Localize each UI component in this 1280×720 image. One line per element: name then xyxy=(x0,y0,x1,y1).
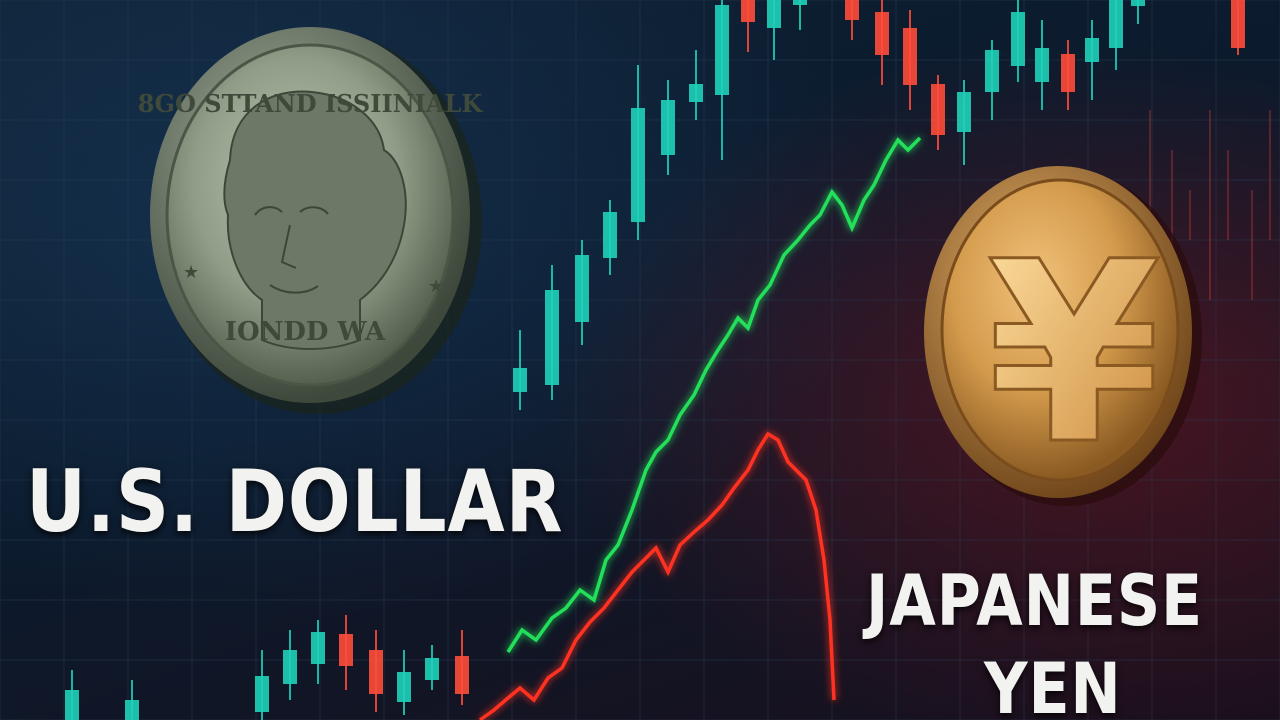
yen-symbol-icon: ¥ xyxy=(987,208,1161,499)
candlestick xyxy=(545,265,559,400)
candlestick xyxy=(397,650,411,715)
candlestick xyxy=(1109,0,1123,70)
candlestick xyxy=(689,50,703,120)
candlestick xyxy=(1035,20,1049,110)
star-icon: ★ xyxy=(428,276,444,296)
dollar-coin-top-text: 8GO STTAND ISSIINIALK xyxy=(138,89,484,118)
candlestick xyxy=(311,620,325,684)
candlestick xyxy=(631,65,645,240)
candlestick xyxy=(875,0,889,85)
candlestick xyxy=(715,0,729,160)
jpy-caption-line1: JAPANESE xyxy=(866,560,1204,642)
candlestick xyxy=(1131,0,1145,24)
candlestick xyxy=(957,80,971,165)
star-icon: ★ xyxy=(183,262,199,282)
candlestick xyxy=(125,680,139,720)
candlestick xyxy=(1011,0,1025,82)
candlestick xyxy=(513,330,527,410)
dollar-coin: 8GO STTAND ISSIINIALK IONDD WA ★ ★ xyxy=(138,27,484,414)
dollar-coin-bottom-text: IONDD WA xyxy=(225,317,386,347)
candlesticks xyxy=(65,0,1271,720)
candlestick xyxy=(339,615,353,690)
portrait-icon xyxy=(223,90,407,350)
candlestick xyxy=(425,645,439,690)
candlestick xyxy=(845,0,859,40)
candlestick xyxy=(575,240,589,345)
candlestick xyxy=(661,80,675,175)
candlestick xyxy=(903,10,917,110)
candlestick xyxy=(65,670,79,720)
candlestick xyxy=(985,40,999,120)
candlestick xyxy=(369,630,383,712)
candlestick xyxy=(283,630,297,700)
candlestick xyxy=(255,650,269,720)
yen-coin: ¥ xyxy=(924,166,1202,506)
usd-caption: U.S. DOLLAR xyxy=(26,452,564,552)
candlestick xyxy=(603,200,617,275)
candlestick xyxy=(1231,0,1245,55)
candlestick xyxy=(1061,40,1075,110)
candlestick xyxy=(767,0,781,60)
green-trend-line xyxy=(506,136,922,653)
jpy-caption-line2: YEN xyxy=(984,648,1122,720)
candlestick xyxy=(1085,20,1099,100)
candlestick xyxy=(793,0,807,30)
red-trend-line xyxy=(478,431,836,720)
candlestick xyxy=(455,630,469,705)
candlestick xyxy=(741,0,755,52)
candlestick xyxy=(931,75,945,150)
